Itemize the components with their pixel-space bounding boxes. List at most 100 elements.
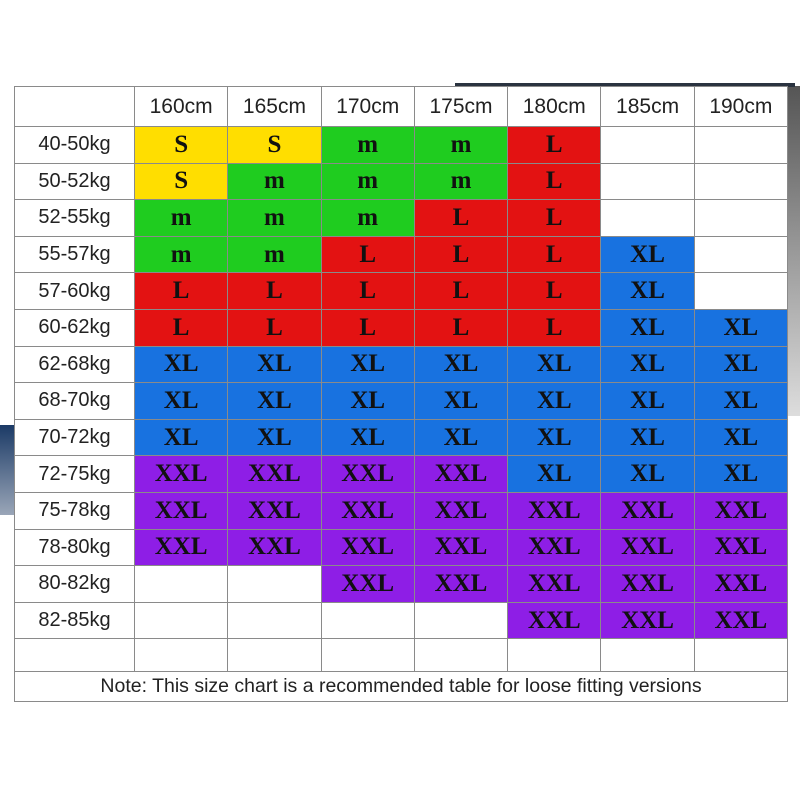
background-decoration-top	[455, 83, 795, 87]
size-cell: XL	[320, 418, 415, 457]
size-cell: L	[507, 126, 602, 164]
height-header-185cm: 185cm	[600, 86, 695, 127]
weight-label: 40-50kg	[14, 126, 135, 164]
weight-label: 75-78kg	[14, 491, 135, 530]
empty-cell	[600, 638, 695, 673]
empty-cell	[600, 162, 695, 201]
table-row: 52-55kg m m m L L	[14, 199, 789, 237]
size-cell: L	[133, 272, 229, 310]
size-cell: XXL	[507, 601, 602, 640]
weight-label: 78-80kg	[14, 528, 135, 567]
weight-label: 62-68kg	[14, 345, 135, 384]
size-cell: m	[320, 199, 415, 237]
size-cell: XL	[693, 382, 789, 420]
size-cell: XL	[227, 382, 322, 420]
size-cell: XXL	[600, 528, 695, 567]
size-cell: m	[133, 199, 229, 237]
weight-label: 52-55kg	[14, 199, 135, 237]
size-cell: S	[133, 126, 229, 164]
size-cell: XXL	[413, 565, 509, 603]
weight-label: 68-70kg	[14, 382, 135, 420]
size-cell: XXL	[133, 528, 229, 567]
size-cell: XXL	[227, 491, 322, 530]
table-row: 72-75kg XXL XXL XXL XXL XL XL XL	[14, 455, 789, 493]
weight-label: 70-72kg	[14, 418, 135, 457]
table-row: 80-82kg XXL XXL XXL XXL XXL	[14, 565, 789, 603]
size-cell: L	[507, 199, 602, 237]
size-cell: XL	[507, 418, 602, 457]
size-cell: XL	[693, 418, 789, 457]
size-cell: XXL	[320, 491, 415, 530]
size-cell: L	[413, 272, 509, 310]
size-cell: XL	[507, 455, 602, 493]
empty-cell	[413, 601, 509, 640]
size-cell: m	[227, 235, 322, 274]
size-cell: XXL	[693, 491, 789, 530]
size-cell: XL	[693, 308, 789, 347]
size-cell: L	[507, 308, 602, 347]
size-cell: L	[507, 235, 602, 274]
size-cell: XL	[600, 272, 695, 310]
weight-label: 80-82kg	[14, 565, 135, 603]
size-cell: XL	[227, 418, 322, 457]
size-cell: XXL	[320, 565, 415, 603]
size-cell: XXL	[227, 528, 322, 567]
size-cell: XXL	[133, 455, 229, 493]
empty-cell	[133, 601, 229, 640]
height-header-row: 160cm 165cm 170cm 175cm 180cm 185cm 190cm	[14, 86, 789, 127]
empty-cell	[693, 162, 789, 201]
empty-cell	[320, 638, 415, 673]
empty-cell	[693, 126, 789, 164]
size-cell: XL	[413, 345, 509, 384]
empty-cell	[14, 638, 135, 673]
table-row: 60-62kg L L L L L XL XL	[14, 308, 789, 347]
size-cell: XL	[507, 345, 602, 384]
table-row: 82-85kg XXL XXL XXL	[14, 601, 789, 640]
empty-cell	[600, 126, 695, 164]
size-cell: XXL	[693, 565, 789, 603]
size-cell: L	[507, 272, 602, 310]
empty-cell	[227, 638, 322, 673]
size-cell: XXL	[413, 528, 509, 567]
table-row: 68-70kg XL XL XL XL XL XL XL	[14, 382, 789, 420]
size-cell: XXL	[693, 601, 789, 640]
size-cell: L	[133, 308, 229, 347]
note-text: Note: This size chart is a recommended t…	[14, 671, 788, 703]
table-row: 55-57kg m m L L L XL	[14, 235, 789, 274]
height-header-160cm: 160cm	[133, 86, 229, 127]
table-row: 62-68kg XL XL XL XL XL XL XL	[14, 345, 789, 384]
weight-label: 82-85kg	[14, 601, 135, 640]
size-cell: XXL	[413, 455, 509, 493]
empty-cell	[133, 638, 229, 673]
size-cell: XL	[413, 382, 509, 420]
background-decoration-left	[0, 425, 14, 515]
size-cell: XXL	[413, 491, 509, 530]
empty-cell	[133, 565, 229, 603]
size-cell: XL	[133, 382, 229, 420]
size-cell: XL	[227, 345, 322, 384]
size-cell: m	[133, 235, 229, 274]
size-cell: m	[320, 162, 415, 201]
size-cell: XXL	[507, 565, 602, 603]
size-cell: XL	[133, 418, 229, 457]
size-cell: L	[413, 199, 509, 237]
height-header-165cm: 165cm	[227, 86, 322, 127]
empty-cell	[693, 235, 789, 274]
table-row: 75-78kg XXL XXL XXL XXL XXL XXL XXL	[14, 491, 789, 530]
size-cell: XL	[507, 382, 602, 420]
size-cell: L	[320, 308, 415, 347]
size-cell: S	[133, 162, 229, 201]
size-cell: XL	[600, 418, 695, 457]
size-cell: m	[413, 126, 509, 164]
size-cell: m	[227, 199, 322, 237]
size-cell: XL	[693, 345, 789, 384]
blank-row	[14, 638, 789, 673]
size-cell: L	[413, 235, 509, 274]
size-cell: XXL	[600, 491, 695, 530]
weight-label: 60-62kg	[14, 308, 135, 347]
empty-cell	[320, 601, 415, 640]
table-row: 57-60kg L L L L L XL	[14, 272, 789, 310]
size-cell: XL	[413, 418, 509, 457]
size-cell: XL	[600, 382, 695, 420]
